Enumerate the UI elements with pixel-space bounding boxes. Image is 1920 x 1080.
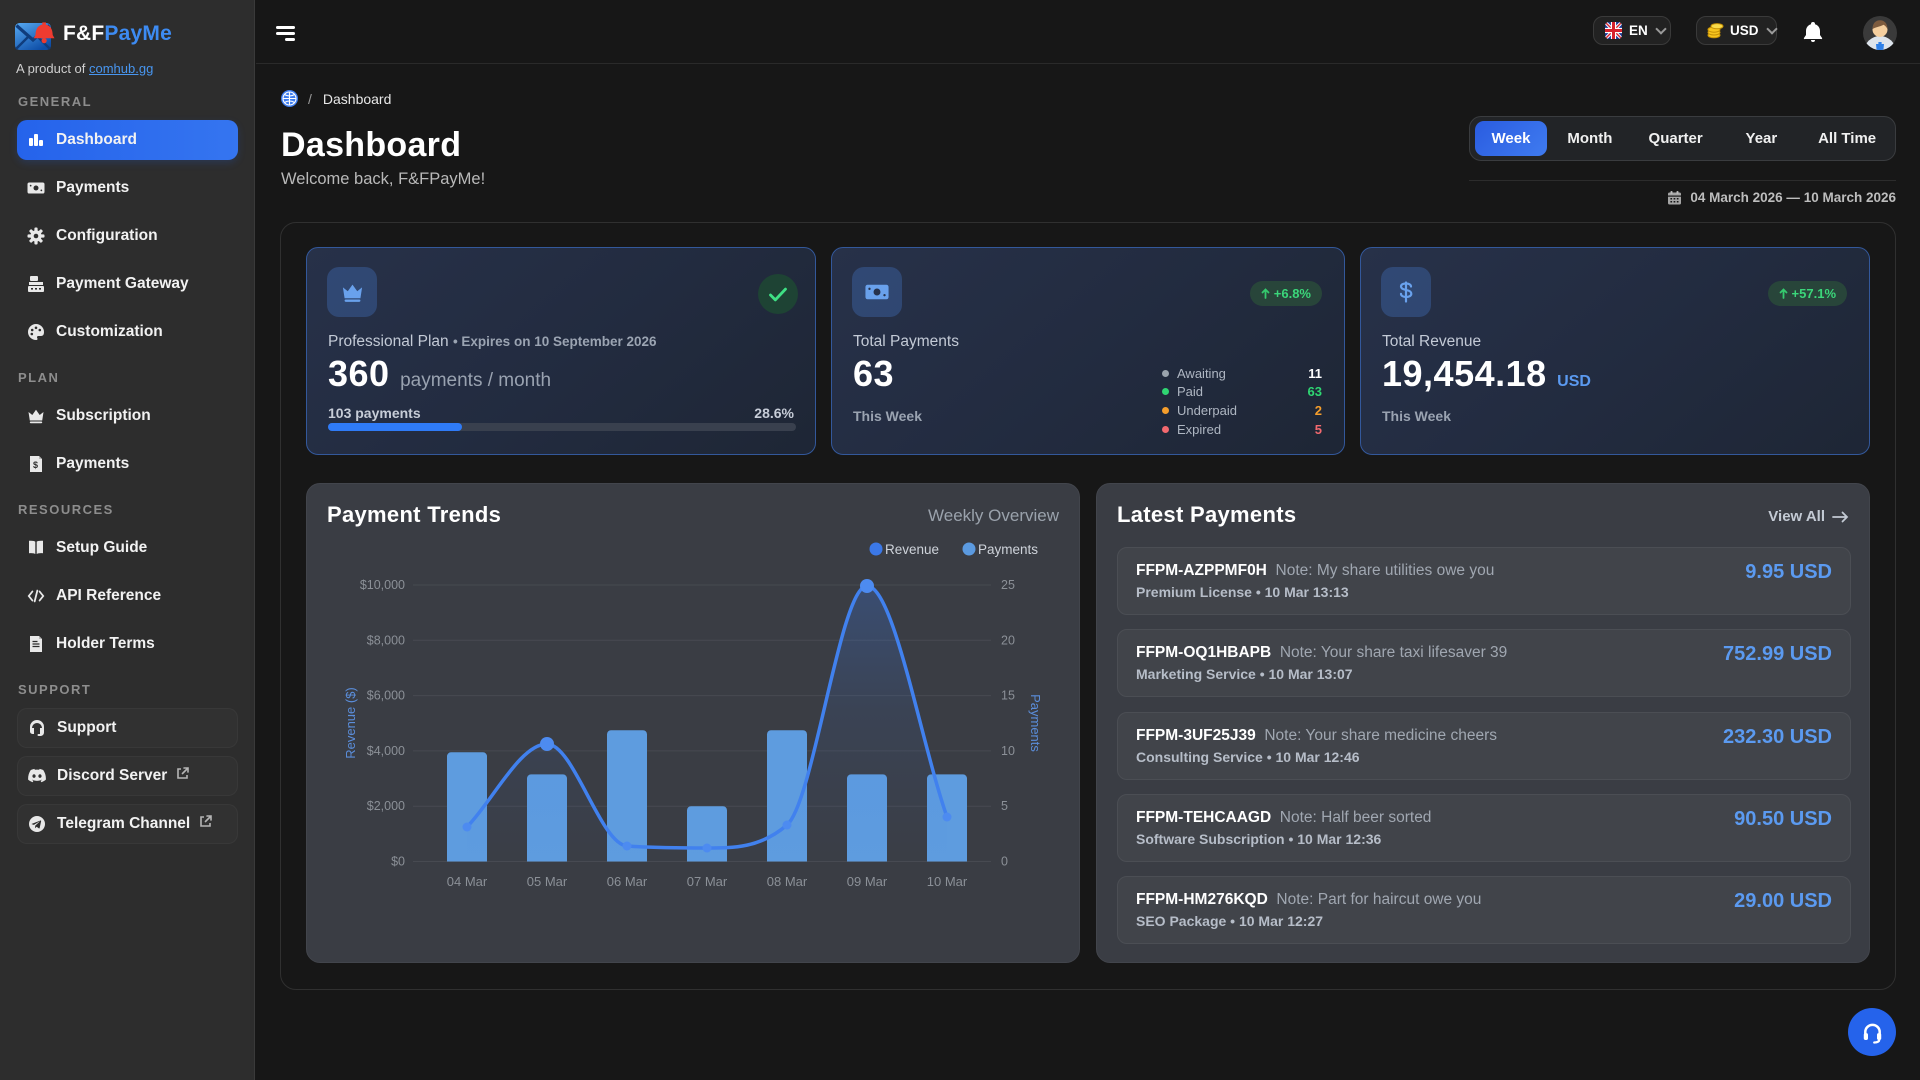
svg-text:Payments: Payments xyxy=(1028,694,1043,752)
svg-text:06 Mar: 06 Mar xyxy=(607,874,648,889)
svg-text:Revenue ($): Revenue ($) xyxy=(343,687,358,759)
svg-text:07 Mar: 07 Mar xyxy=(687,874,728,889)
svg-text:10 Mar: 10 Mar xyxy=(927,874,968,889)
svg-text:$8,000: $8,000 xyxy=(367,633,405,647)
svg-text:15: 15 xyxy=(1001,689,1015,703)
svg-text:04 Mar: 04 Mar xyxy=(447,874,488,889)
svg-text:0: 0 xyxy=(1001,855,1008,869)
svg-text:$4,000: $4,000 xyxy=(367,744,405,758)
svg-text:$2,000: $2,000 xyxy=(367,799,405,813)
svg-text:$: $ xyxy=(33,460,38,470)
svg-text:05 Mar: 05 Mar xyxy=(527,874,568,889)
svg-text:Revenue: Revenue xyxy=(885,542,939,557)
svg-text:08 Mar: 08 Mar xyxy=(767,874,808,889)
svg-text:$6,000: $6,000 xyxy=(367,689,405,703)
svg-text:10: 10 xyxy=(1001,744,1015,758)
svg-text:25: 25 xyxy=(1001,578,1015,592)
svg-text:09 Mar: 09 Mar xyxy=(847,874,888,889)
svg-text:$0: $0 xyxy=(391,855,405,869)
svg-text:Payments: Payments xyxy=(978,542,1038,557)
svg-text:5: 5 xyxy=(1001,799,1008,813)
svg-text:$10,000: $10,000 xyxy=(360,578,405,592)
svg-text:20: 20 xyxy=(1001,633,1015,647)
